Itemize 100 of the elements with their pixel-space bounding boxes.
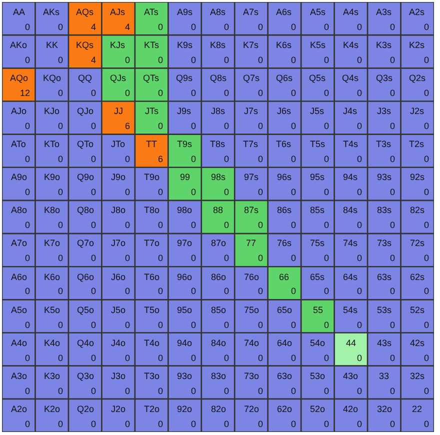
data-label: 0	[291, 187, 296, 197]
data-label: 0	[324, 154, 330, 164]
annotation: K3s	[376, 40, 392, 50]
annotation: Q3s	[376, 73, 394, 83]
annotation: A5o	[11, 305, 28, 315]
annotation: J6s	[277, 106, 292, 116]
annotation: QTs	[143, 73, 160, 83]
data-label: 0	[25, 22, 30, 32]
data-label: 0	[58, 88, 64, 98]
data-label: 0	[125, 187, 130, 197]
data-label: 0	[91, 253, 96, 263]
annotation: T5o	[144, 305, 160, 315]
annotation: TT	[146, 139, 158, 149]
data-label: 0	[258, 253, 264, 263]
annotation: K6s	[276, 40, 292, 50]
data-label: 0	[291, 154, 296, 164]
data-label: 0	[424, 187, 430, 197]
data-label: 0	[91, 121, 96, 131]
data-label: 0	[424, 320, 430, 330]
data-label: 0	[224, 220, 230, 230]
annotation: A9o	[11, 172, 28, 182]
annotation: K8s	[210, 40, 226, 50]
data-label: 0	[324, 253, 330, 263]
annotation: 82s	[410, 205, 426, 215]
data-label: 0	[125, 386, 130, 396]
data-label: 0	[291, 253, 296, 263]
data-label: 0	[158, 55, 164, 65]
data-label: 0	[258, 55, 264, 65]
data-label: 0	[58, 55, 64, 65]
data-label: 0	[258, 386, 264, 396]
annotation: 77	[246, 238, 256, 248]
annotation: 72s	[410, 238, 426, 248]
annotation: AA	[13, 7, 26, 17]
data-label: 0	[58, 253, 64, 263]
annotation: 73o	[244, 371, 260, 381]
annotation: AKo	[10, 40, 28, 50]
annotation: T3s	[376, 139, 392, 149]
data-label: 0	[291, 353, 296, 363]
annotation: 53o	[310, 371, 326, 381]
annotation: Q9s	[176, 73, 194, 83]
annotation: T5s	[310, 139, 326, 149]
annotation: J3o	[111, 371, 126, 381]
data-label: 0	[91, 320, 96, 330]
annotation: Q7s	[243, 73, 260, 83]
annotation: T2s	[409, 139, 425, 149]
data-label: 0	[191, 286, 196, 296]
annotation: 52o	[310, 404, 326, 414]
annotation: 43s	[377, 338, 392, 348]
data-label: 0	[424, 286, 430, 296]
annotation: Q5o	[77, 305, 94, 315]
data-label: 0	[224, 187, 230, 197]
annotation: A7s	[243, 7, 260, 17]
data-label: 0	[25, 419, 30, 429]
data-label: 0	[191, 386, 196, 396]
annotation: 74o	[244, 338, 260, 348]
data-label: 0	[58, 154, 64, 164]
annotation: 76o	[244, 272, 260, 282]
data-label: 0	[191, 419, 196, 429]
annotation: T2o	[144, 404, 160, 414]
annotation: ATs	[144, 7, 159, 17]
annotation: T7s	[243, 139, 259, 149]
annotation: 98s	[211, 172, 226, 182]
annotation: T8s	[210, 139, 226, 149]
annotation: 86s	[277, 205, 292, 215]
data-label: 0	[291, 286, 296, 296]
data-label: 0	[291, 55, 296, 65]
annotation: KJs	[110, 40, 126, 50]
annotation: 94o	[177, 338, 192, 348]
annotation: 84s	[343, 205, 358, 215]
data-label: 0	[91, 286, 96, 296]
annotation: A6o	[11, 272, 28, 282]
annotation: J9s	[177, 106, 192, 116]
annotation: 62o	[277, 404, 292, 414]
annotation: A2s	[409, 7, 426, 17]
annotation: 88	[213, 205, 224, 215]
data-label: 0	[324, 353, 330, 363]
data-label: 0	[158, 419, 164, 429]
annotation: A9s	[177, 7, 194, 17]
annotation: 53s	[377, 305, 392, 315]
data-label: 0	[25, 320, 30, 330]
data-label: 0	[158, 220, 164, 230]
data-label: 0	[25, 154, 30, 164]
annotation: 42s	[410, 338, 426, 348]
data-label: 0	[357, 286, 362, 296]
data-label: 0	[158, 320, 164, 330]
annotation: Q6s	[276, 73, 294, 83]
data-label: 6	[158, 154, 164, 164]
data-label: 0	[390, 220, 396, 230]
data-label: 0	[58, 187, 64, 197]
annotation: 99	[180, 172, 190, 182]
annotation: J2s	[410, 106, 425, 116]
data-label: 0	[224, 88, 230, 98]
data-label: 0	[390, 253, 396, 263]
annotation: Q2s	[409, 73, 426, 83]
annotation: J9o	[111, 172, 126, 182]
annotation: 74s	[343, 238, 358, 248]
annotation: 95s	[310, 172, 326, 182]
annotation: 94s	[343, 172, 358, 182]
annotation: ATo	[11, 139, 26, 149]
annotation: Q2o	[77, 404, 94, 414]
